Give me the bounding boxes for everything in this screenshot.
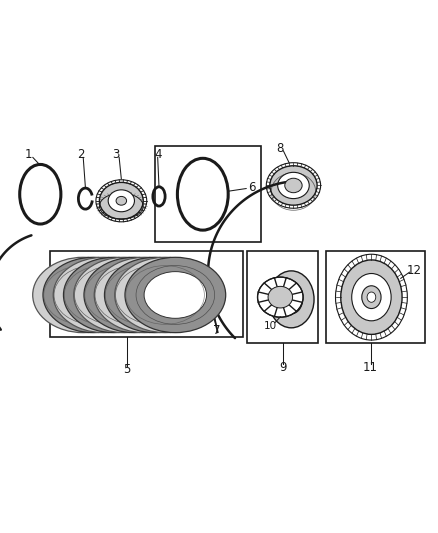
Text: 9: 9 [279,361,286,374]
Ellipse shape [115,257,215,333]
Ellipse shape [108,190,134,212]
Ellipse shape [285,178,302,193]
Ellipse shape [53,257,154,333]
Ellipse shape [124,272,186,318]
Text: 12: 12 [406,264,421,277]
Text: 11: 11 [363,361,378,374]
Text: 2: 2 [77,148,85,161]
Ellipse shape [64,257,164,333]
Ellipse shape [52,272,114,318]
Ellipse shape [270,166,317,205]
Text: 1: 1 [25,148,32,161]
Ellipse shape [74,257,174,333]
Ellipse shape [116,197,127,205]
Bar [247,251,318,343]
Ellipse shape [278,172,309,199]
Text: 7: 7 [213,324,221,336]
Ellipse shape [62,272,124,318]
Text: 3: 3 [113,148,120,161]
Ellipse shape [258,277,303,317]
Ellipse shape [268,286,293,308]
Ellipse shape [104,257,205,333]
Ellipse shape [367,292,376,302]
Text: 5: 5 [124,363,131,376]
Text: 8: 8 [276,142,283,155]
Ellipse shape [93,272,155,318]
Ellipse shape [362,286,381,309]
Ellipse shape [144,272,207,318]
Ellipse shape [99,182,143,219]
Ellipse shape [43,257,144,333]
Text: 10: 10 [264,321,277,330]
Ellipse shape [341,260,402,334]
Ellipse shape [268,271,314,328]
Ellipse shape [94,257,195,333]
Ellipse shape [352,273,391,321]
Text: 6: 6 [248,181,256,194]
Ellipse shape [72,272,135,318]
Ellipse shape [134,272,196,318]
Bar [50,251,243,336]
Ellipse shape [84,257,185,333]
Text: 4: 4 [154,148,162,161]
Bar [155,146,261,243]
Ellipse shape [113,272,176,318]
Ellipse shape [103,272,166,318]
Ellipse shape [125,257,226,333]
Ellipse shape [33,257,134,333]
Ellipse shape [83,272,145,318]
Ellipse shape [280,285,303,314]
Bar [326,251,425,343]
